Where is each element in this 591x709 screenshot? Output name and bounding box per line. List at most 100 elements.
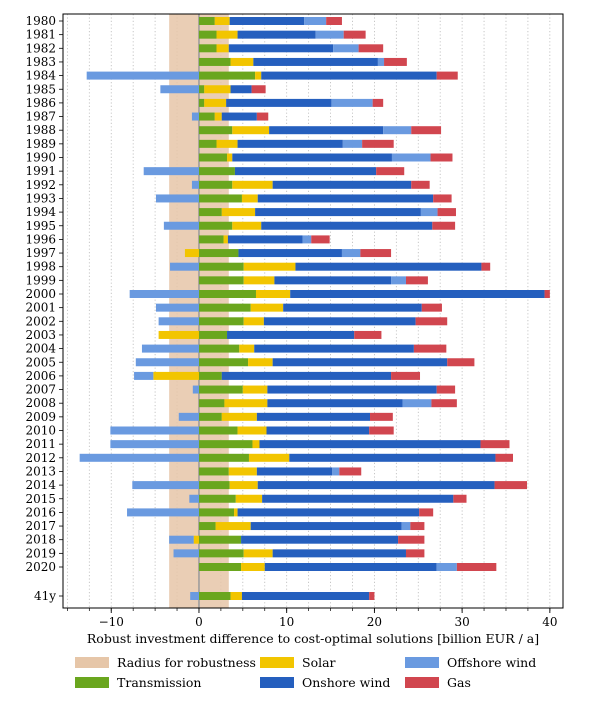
bar-gas-1985	[251, 85, 266, 94]
bar-gas-2016	[419, 508, 434, 517]
bar-onshore-2010	[266, 426, 370, 435]
bar-transmission-1984	[198, 71, 256, 80]
y-tick-label-1992: 1992	[25, 178, 56, 192]
bar-transmission-2015	[198, 494, 236, 503]
bar-transmission-2009	[198, 412, 222, 421]
bar-offshore-1981	[315, 30, 344, 39]
bar-gas-2012	[495, 453, 513, 462]
bar-solar-41y	[230, 592, 242, 600]
bar-onshore-1999	[274, 276, 392, 285]
bar-transmission-1981	[198, 30, 217, 39]
bar-onshore-1984	[261, 71, 437, 80]
y-tick-label-1984: 1984	[25, 69, 56, 83]
bar-onshore-2020	[264, 563, 437, 571]
bar-offshore-2008	[402, 399, 432, 408]
bar-onshore-2005	[272, 358, 448, 367]
y-tick-label-1981: 1981	[25, 28, 56, 42]
y-tick-label-2000: 2000	[25, 287, 56, 301]
bar-transmission-2013	[198, 467, 229, 476]
bar-offshore-1991	[143, 167, 199, 176]
y-tick-label-1998: 1998	[25, 260, 56, 274]
bar-transmission-2018	[198, 535, 242, 544]
bar-transmission-1985	[198, 85, 205, 94]
bar-solar-1998	[243, 262, 296, 271]
bar-offshore-2012	[79, 453, 199, 462]
bar-transmission-1990	[198, 153, 228, 162]
legend-item-solar: Solar	[260, 655, 336, 670]
bar-onshore-1990	[232, 153, 392, 162]
bar-offshore-1995	[163, 221, 199, 230]
bar-offshore-2018	[169, 535, 194, 544]
y-tick-label-2010: 2010	[25, 424, 56, 438]
bar-onshore-2018	[241, 535, 399, 544]
bar-onshore-1992	[272, 180, 412, 189]
bar-solar-1994	[221, 208, 256, 217]
bar-solar-2010	[237, 426, 267, 435]
bar-transmission-1983	[198, 57, 231, 66]
bar-gas-1989	[362, 139, 394, 148]
bar-offshore-1994	[420, 208, 438, 217]
bar-transmission-2010	[198, 426, 238, 435]
bar-offshore-2000	[129, 290, 199, 298]
bar-transmission-1991	[198, 167, 235, 176]
bar-transmission-2000	[198, 290, 256, 298]
bar-solar-1987	[214, 112, 222, 121]
bar-solar-1992	[232, 180, 273, 189]
legend: Radius for robustness Transmission Solar On…	[75, 655, 575, 705]
bar-solar-1996	[223, 235, 228, 244]
bar-onshore-2014	[257, 481, 495, 490]
x-tick-label: 30	[454, 615, 469, 629]
bar-offshore-2019	[173, 549, 199, 558]
bar-transmission-2007	[198, 385, 243, 394]
bar-gas-2006	[391, 371, 421, 380]
bar-solar-2019	[243, 549, 273, 558]
bar-solar-2003	[158, 330, 199, 339]
legend-label-onshore: Onshore wind	[302, 675, 391, 690]
bar-transmission-1993	[198, 194, 242, 203]
bar-transmission-2019	[198, 549, 244, 558]
bar-onshore-2009	[256, 412, 371, 421]
bar-transmission-2020	[198, 563, 242, 571]
y-tick-label-1991: 1991	[25, 164, 56, 178]
legend-item-offshore: Offshore wind	[405, 655, 536, 670]
bar-transmission-1999	[198, 276, 244, 285]
bar-solar-1993	[241, 194, 258, 203]
bar-transmission-2002	[198, 317, 244, 326]
bar-gas-2002	[415, 317, 448, 326]
y-tick-label-1989: 1989	[25, 137, 56, 151]
bar-gas-1999	[405, 276, 428, 285]
bar-onshore-2003	[227, 330, 355, 339]
bar-gas-2019	[405, 549, 425, 558]
bar-onshore-2004	[254, 344, 414, 353]
bar-solar-1982	[216, 44, 229, 53]
bar-gas-2011	[480, 440, 510, 449]
bar-transmission-1989	[198, 139, 217, 148]
bar-gas-2001	[421, 303, 442, 312]
bar-offshore-41y	[190, 592, 199, 600]
bar-gas-1992	[411, 180, 430, 189]
bar-onshore-2011	[259, 440, 481, 449]
bar-onshore-1983	[253, 57, 378, 66]
bar-gas-2005	[447, 358, 475, 367]
bar-transmission-2008	[198, 399, 225, 408]
bar-onshore-1996	[227, 235, 303, 244]
y-tick-label-1997: 1997	[25, 246, 56, 260]
bar-offshore-2004	[141, 344, 199, 353]
bar-onshore-2001	[283, 303, 422, 312]
bar-solar-1999	[243, 276, 275, 285]
y-tick-label-1993: 1993	[25, 191, 56, 205]
bar-onshore-1981	[237, 30, 316, 39]
bar-offshore-1999	[391, 276, 406, 285]
y-tick-label-2001: 2001	[25, 301, 56, 315]
bar-transmission-1982	[198, 44, 217, 53]
legend-swatch-gas	[405, 677, 439, 688]
legend-item-gas: Gas	[405, 675, 471, 690]
legend-swatch-offshore	[405, 657, 439, 668]
bar-solar-1995	[232, 221, 262, 230]
bar-transmission-41y	[198, 592, 231, 600]
legend-item-radius: Radius for robustness	[75, 655, 256, 670]
y-tick-label-2004: 2004	[25, 342, 56, 356]
bar-offshore-1989	[342, 139, 363, 148]
bar-gas-2014	[494, 481, 528, 490]
legend-label-gas: Gas	[447, 675, 471, 690]
